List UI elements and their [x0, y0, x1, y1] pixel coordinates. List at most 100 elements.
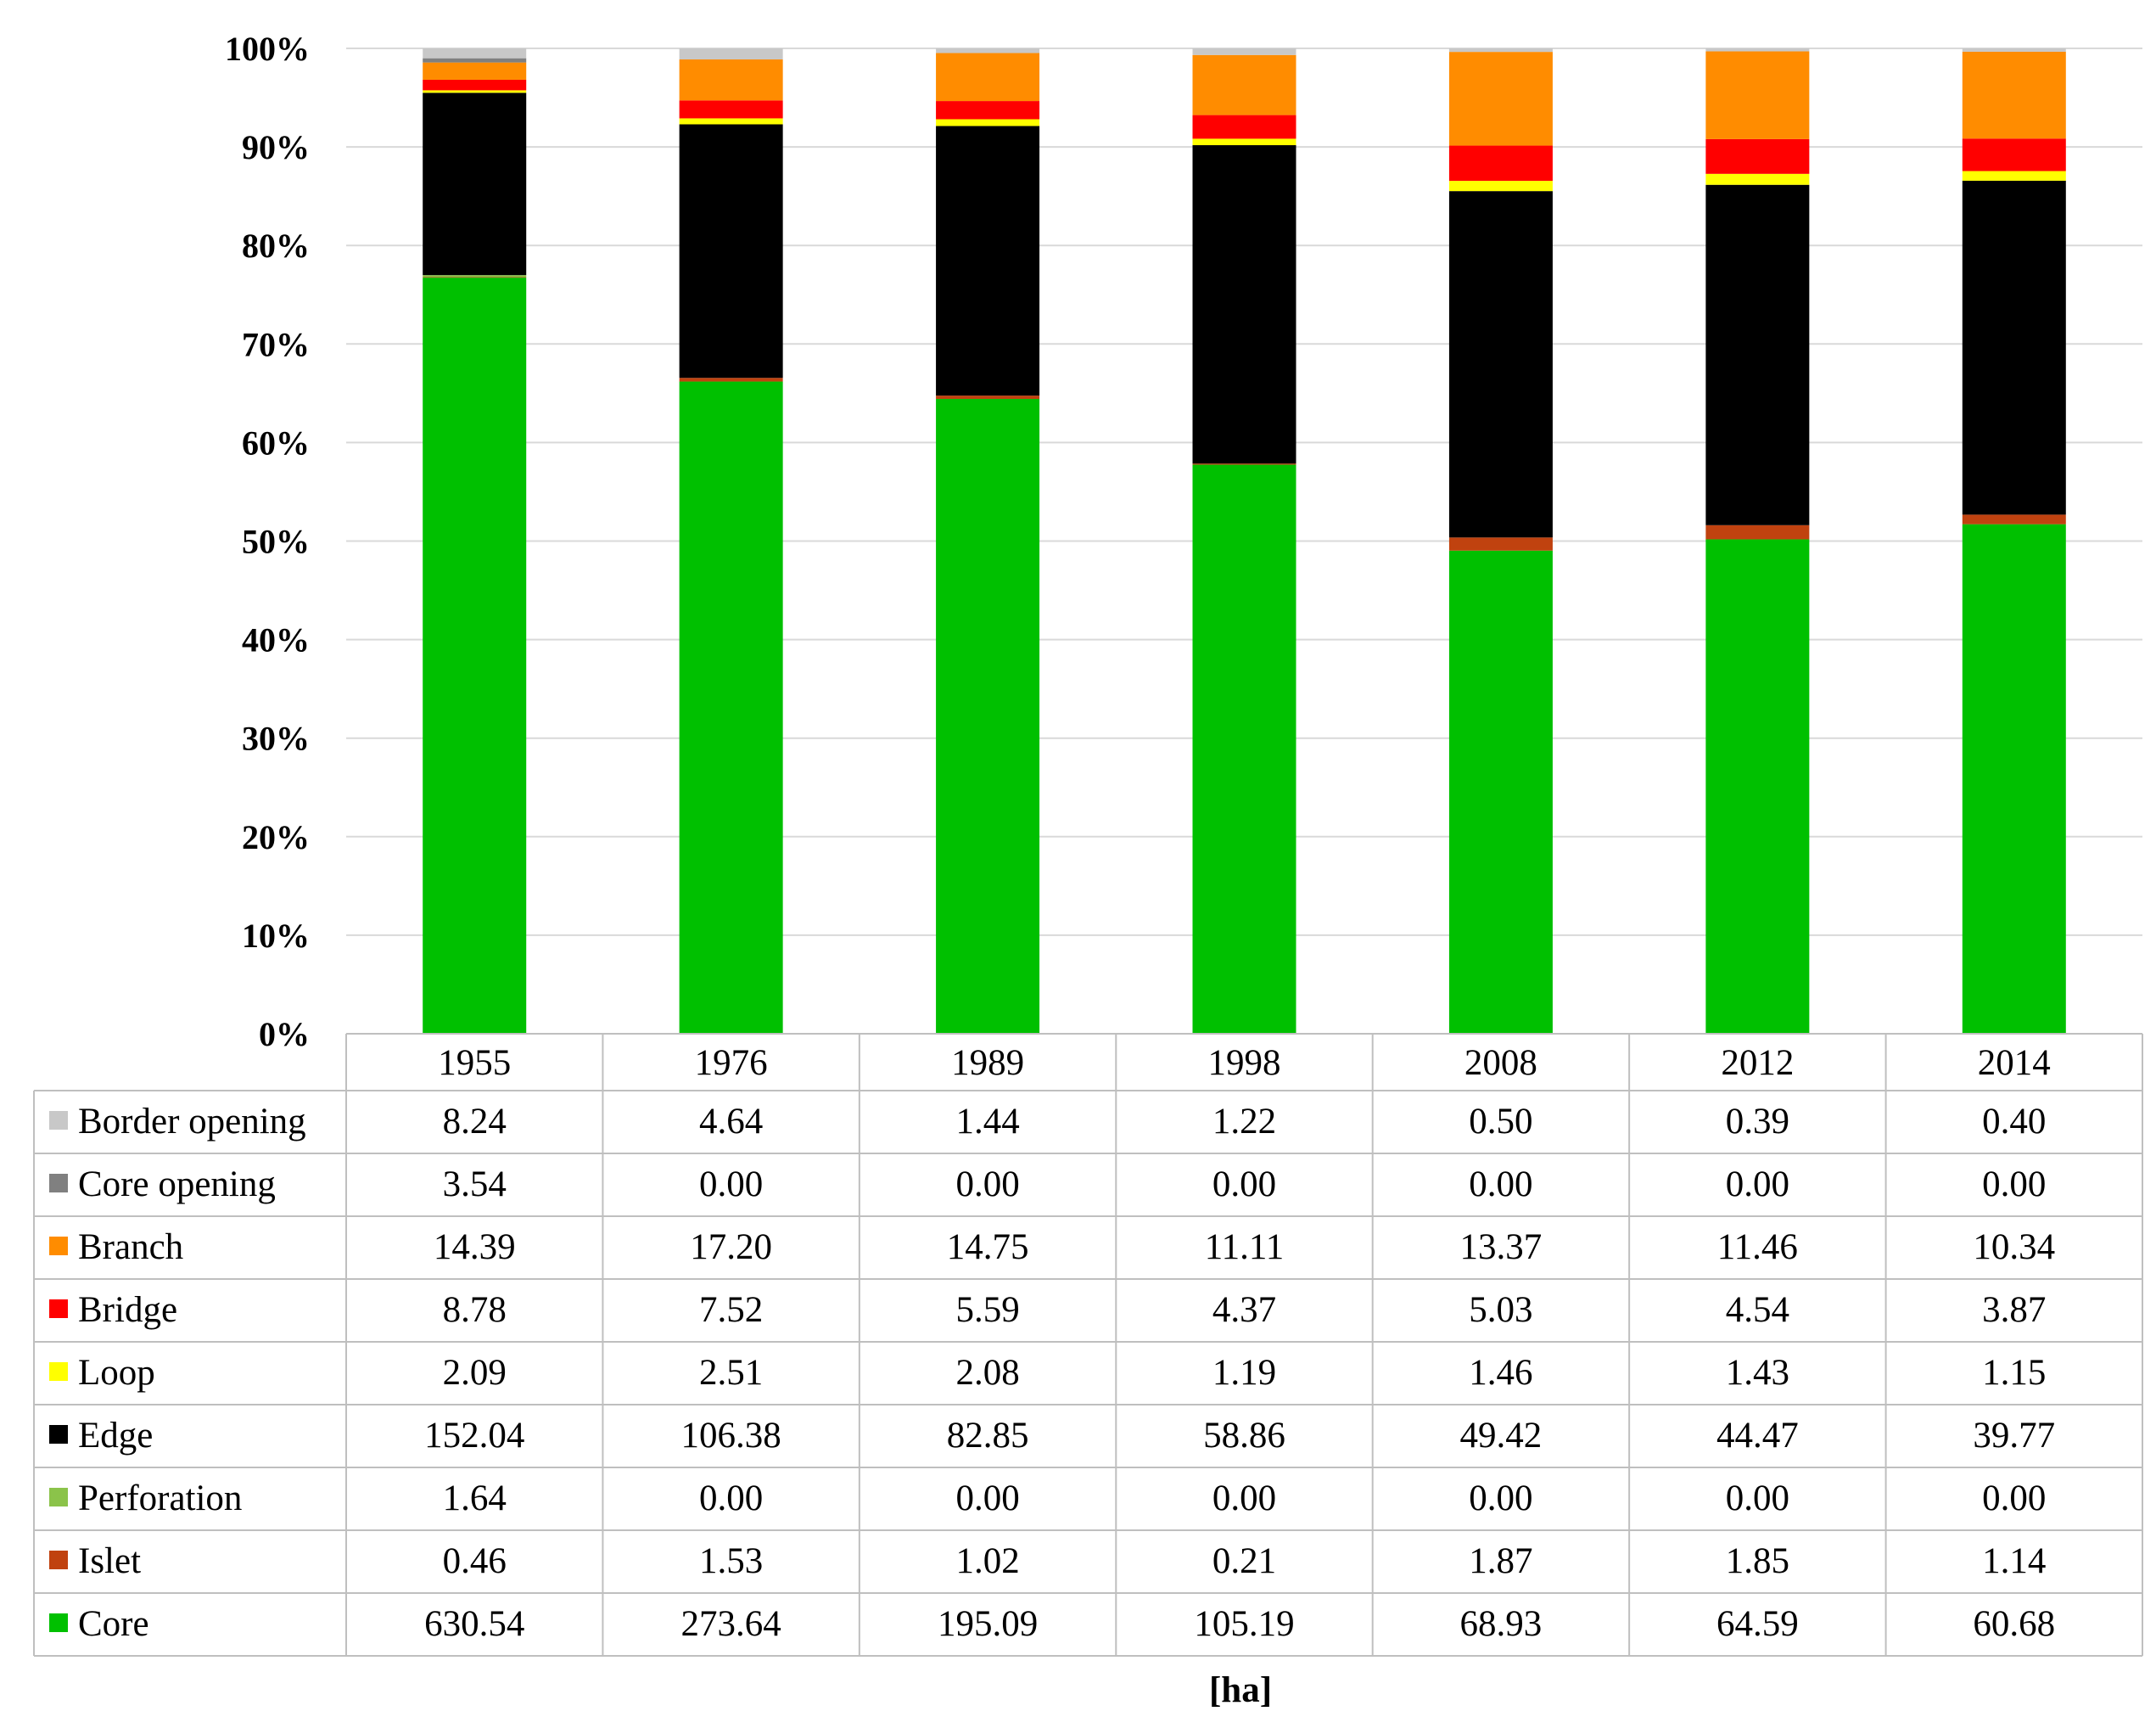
data-label: 2.08: [955, 1353, 1019, 1393]
bar-segment: [1962, 514, 2066, 525]
data-label: 2.51: [699, 1353, 763, 1393]
bar-segment: [679, 100, 783, 119]
data-label: 630.54: [424, 1604, 524, 1644]
bar-segment: [1192, 464, 1296, 1034]
data-label: 1.46: [1469, 1353, 1532, 1393]
bar-segment: [1192, 54, 1296, 115]
bar-segment: [1192, 138, 1296, 146]
y-tick-label: 60%: [242, 424, 310, 462]
bar-segment: [1448, 181, 1553, 192]
bar-segment: [936, 53, 1040, 102]
data-label: 1.64: [443, 1478, 507, 1518]
bar-segment: [423, 93, 527, 276]
legend-swatch: [49, 1488, 68, 1506]
bar-segment: [1705, 184, 1810, 525]
bar-segment: [679, 118, 783, 125]
data-label: 1.85: [1726, 1541, 1789, 1581]
data-label: 1.19: [1212, 1353, 1276, 1393]
data-label: 0.46: [443, 1541, 507, 1581]
data-label: 3.87: [1982, 1290, 2046, 1330]
bar-segment: [936, 126, 1040, 396]
bar-segment: [1962, 171, 2066, 181]
y-tick-label: 30%: [242, 720, 310, 758]
y-axis-tick-labels: 0% 10% 20% 30% 40% 50% 60% 70% 80% 90% 100%: [225, 30, 310, 1053]
legend-swatch: [49, 1174, 68, 1192]
y-tick-label: 40%: [242, 621, 310, 659]
bar-segment: [936, 101, 1040, 120]
data-label: 5.59: [955, 1290, 1019, 1330]
data-label: 0.00: [1469, 1164, 1532, 1204]
data-label: 13.37: [1460, 1227, 1543, 1267]
y-tick-label: 20%: [242, 818, 310, 856]
data-label: 17.20: [690, 1227, 772, 1267]
bar-segment: [1705, 525, 1810, 540]
data-label: 0.50: [1469, 1102, 1532, 1142]
data-label: 10.34: [1973, 1227, 2055, 1267]
data-label: 105.19: [1194, 1604, 1294, 1644]
x-category-label: 1998: [1208, 1043, 1281, 1083]
bar-segment: [1448, 48, 1553, 53]
bar-segment: [1705, 539, 1810, 1034]
legend-swatch: [49, 1425, 68, 1444]
data-label: 1.22: [1212, 1102, 1276, 1142]
bar-segment: [1192, 48, 1296, 55]
data-label: 195.09: [938, 1604, 1038, 1644]
legend-swatch: [49, 1299, 68, 1318]
bar-segment: [1448, 537, 1553, 551]
legend-label: Perforation: [78, 1478, 242, 1518]
x-category-label: 2014: [1978, 1043, 2051, 1083]
legend-label: Edge: [78, 1416, 153, 1456]
data-label: 1.14: [1982, 1541, 2046, 1581]
bar-segment: [423, 278, 527, 1034]
data-label: 4.54: [1726, 1290, 1789, 1330]
bar-segment: [423, 275, 527, 278]
data-label: 0.00: [1212, 1164, 1276, 1204]
bar-segment: [423, 58, 527, 63]
y-tick-label: 100%: [225, 30, 310, 68]
legend-swatch: [49, 1362, 68, 1381]
x-category-label: 2008: [1464, 1043, 1537, 1083]
legend-swatch: [49, 1551, 68, 1569]
stacked-bars: [423, 48, 2066, 1034]
y-tick-label: 10%: [242, 917, 310, 955]
legend-label: Core: [78, 1604, 149, 1644]
data-label: 60.68: [1973, 1604, 2055, 1644]
bar-segment: [1192, 115, 1296, 139]
data-label: 14.39: [434, 1227, 516, 1267]
legend-label: Core opening: [78, 1164, 276, 1204]
bar-segment: [423, 48, 527, 59]
bar-segment: [936, 396, 1040, 400]
data-label: 1.15: [1982, 1353, 2046, 1393]
data-label: 0.00: [1982, 1478, 2046, 1518]
bar-segment: [1705, 51, 1810, 139]
data-label: 4.37: [1212, 1290, 1276, 1330]
bar-segment: [1705, 138, 1810, 174]
data-label: 2.09: [443, 1353, 507, 1393]
data-label: 49.42: [1460, 1416, 1543, 1456]
data-label: 8.78: [443, 1290, 507, 1330]
y-tick-label: 90%: [242, 128, 310, 166]
data-label: 0.21: [1212, 1541, 1276, 1581]
x-category-label: 1976: [695, 1043, 768, 1083]
x-category-label: 2012: [1721, 1043, 1794, 1083]
legend-swatch: [49, 1111, 68, 1130]
legend-label: Border opening: [78, 1102, 306, 1142]
data-label: 0.00: [699, 1164, 763, 1204]
data-label: 0.00: [699, 1478, 763, 1518]
bar-segment: [1962, 48, 2066, 52]
data-label: 0.00: [955, 1478, 1019, 1518]
data-label: 7.52: [699, 1290, 763, 1330]
data-label: 5.03: [1469, 1290, 1532, 1330]
bar-segment: [1962, 138, 2066, 171]
bar-segment: [936, 48, 1040, 53]
data-label: 1.87: [1469, 1541, 1532, 1581]
x-axis-unit-label: [ha]: [1209, 1670, 1272, 1710]
bar-segment: [423, 90, 527, 93]
legend-swatch: [49, 1237, 68, 1255]
bar-segment: [1448, 191, 1553, 538]
y-tick-label: 70%: [242, 325, 310, 363]
bar-segment: [1962, 51, 2066, 139]
data-label: 4.64: [699, 1102, 763, 1142]
data-label: 1.53: [699, 1541, 763, 1581]
data-label: 58.86: [1203, 1416, 1285, 1456]
